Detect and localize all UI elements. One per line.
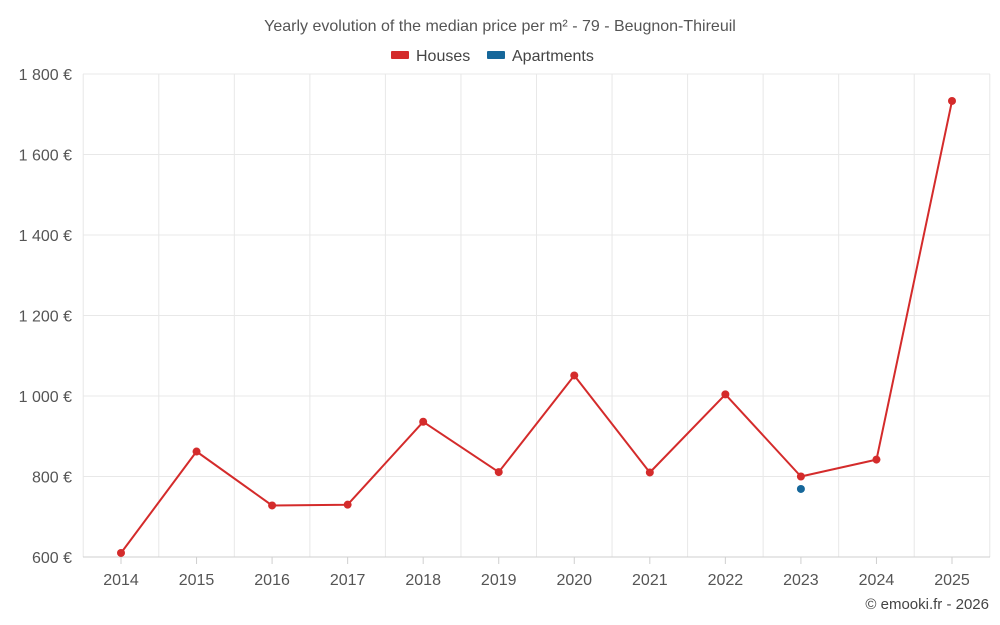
data-point-houses[interactable] [117,548,125,557]
x-tick-label: 2021 [632,572,668,589]
legend-item-apartments[interactable]: Apartments [487,48,594,65]
legend[interactable]: Houses Apartments [391,48,594,65]
chart-title: Yearly evolution of the median price per… [264,18,736,35]
plot-series [117,96,956,557]
gridlines [82,73,991,558]
data-point-houses[interactable] [796,472,805,481]
data-point-houses[interactable] [570,371,579,380]
x-axis: 2014 2015 2016 2017 2018 2019 2020 2021 2022 2023… [83,556,990,589]
data-point-houses[interactable] [419,417,428,426]
data-point-houses[interactable] [721,390,730,399]
y-axis: 600 € 800 € 1 000 € 1 200 € 1 400 € 1 600 € 1 … [19,67,72,567]
x-tick-label: 2020 [556,572,592,589]
y-tick-label: 1 600 € [19,148,72,165]
y-tick-label: 1 800 € [19,67,72,84]
legend-label-houses: Houses [416,48,470,65]
x-tick-label: 2014 [103,572,139,589]
credit-text: © emooki.fr - 2026 [865,596,989,613]
x-tick-label: 2018 [405,572,441,589]
legend-swatch-houses [391,51,409,59]
x-tick-label: 2022 [708,572,744,589]
data-point-houses[interactable] [645,468,654,477]
x-tick-label: 2017 [330,572,366,589]
data-point-houses[interactable] [268,501,277,510]
y-tick-label: 1 400 € [19,228,72,245]
legend-label-apartments: Apartments [512,48,594,65]
data-point-apartments[interactable] [796,484,805,493]
legend-swatch-apartments [487,51,505,59]
y-tick-label: 600 € [32,550,72,567]
y-tick-label: 1 200 € [19,309,72,326]
x-tick-label: 2016 [254,572,290,589]
y-tick-label: 1 000 € [19,389,72,406]
data-point-houses[interactable] [343,500,352,509]
x-tick-label: 2025 [934,572,970,589]
x-tick-label: 2023 [783,572,819,589]
series-line-houses [120,100,953,554]
y-tick-label: 800 € [32,470,72,487]
data-point-houses[interactable] [948,96,956,105]
data-point-houses[interactable] [494,468,503,477]
data-point-houses[interactable] [872,455,881,464]
x-tick-label: 2019 [481,572,517,589]
data-point-houses[interactable] [192,447,201,456]
legend-item-houses[interactable]: Houses [391,48,470,65]
x-tick-label: 2015 [179,572,215,589]
x-tick-label: 2024 [859,572,895,589]
